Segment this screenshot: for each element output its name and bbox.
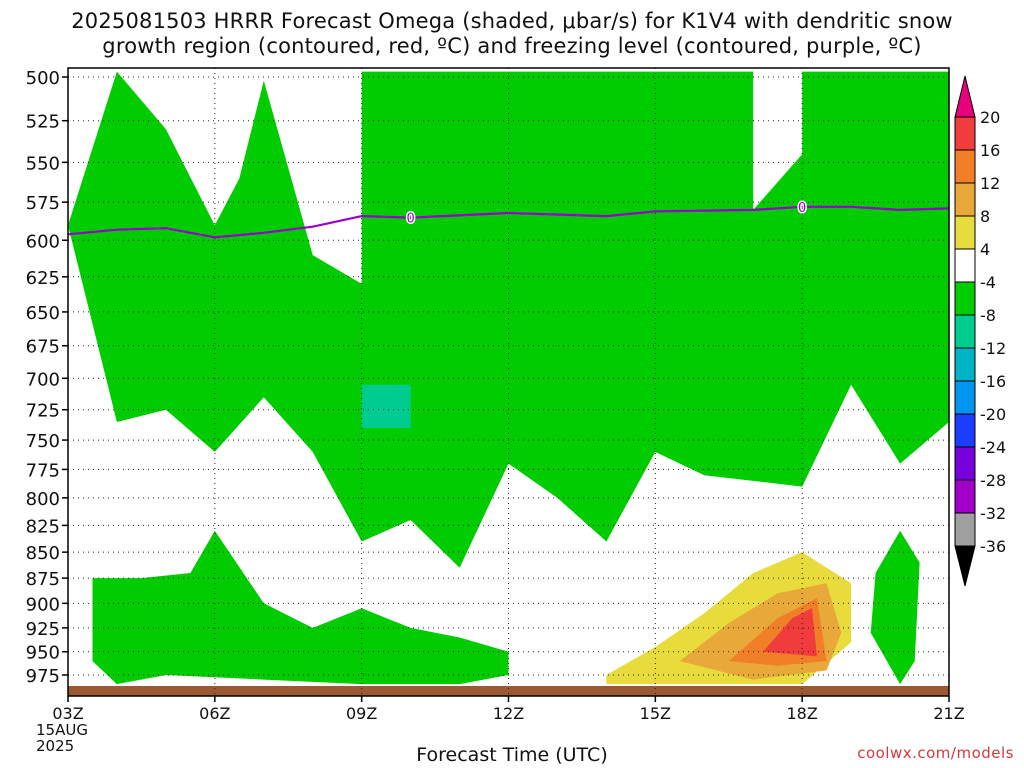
y-tick-label: 600 xyxy=(26,231,60,252)
y-tick-label: 575 xyxy=(26,193,60,214)
x-tick-label: 12Z xyxy=(493,704,524,723)
colorbar-bin xyxy=(954,281,976,316)
site-credit: coolwx.com/models xyxy=(857,744,1014,762)
start-date-day: 15AUG xyxy=(36,721,88,739)
freezing-level-label: 0 xyxy=(798,201,806,216)
colorbar-label: 8 xyxy=(980,207,990,226)
y-axis: 500 525 550 575 600 625 650 675 700 725 750 775 800 8… xyxy=(26,68,68,687)
x-axis-title: Forecast Time (UTC) xyxy=(416,744,608,766)
colorbar-label: -4 xyxy=(980,273,996,292)
colorbar-bin xyxy=(954,512,976,547)
y-tick-label: 550 xyxy=(26,153,60,174)
y-tick-label: 625 xyxy=(26,268,60,289)
colorbar-label: -36 xyxy=(980,537,1006,556)
freezing-level-line xyxy=(68,205,949,239)
y-tick-label: 650 xyxy=(26,303,60,324)
freezing-level-label: 0 xyxy=(406,212,414,227)
chart-title-line-2: growth region (contoured, red, ºC) and f… xyxy=(102,34,922,58)
y-tick-label: 750 xyxy=(26,431,60,452)
omega-region-7 xyxy=(870,530,920,685)
start-date-year: 2025 xyxy=(36,737,75,755)
x-tick-label: 09Z xyxy=(346,704,377,723)
y-tick-label: 525 xyxy=(26,112,60,133)
y-tick-label: 825 xyxy=(26,516,60,537)
colorbar-bin xyxy=(954,479,976,514)
y-tick-label: 800 xyxy=(26,489,60,510)
y-tick-label: 850 xyxy=(26,543,60,564)
y-tick-label: 700 xyxy=(26,369,60,390)
omega-region-1 xyxy=(361,384,411,428)
colorbar-label: 12 xyxy=(980,174,1000,193)
colorbar-label: 16 xyxy=(980,141,1000,160)
colorbar-bin xyxy=(954,413,976,448)
y-tick-label: 725 xyxy=(26,401,60,422)
colorbar-bin xyxy=(954,215,976,250)
ground-surface xyxy=(68,686,949,696)
colorbar-bin xyxy=(954,314,976,349)
y-tick-label: 950 xyxy=(26,643,60,664)
y-tick-label: 675 xyxy=(26,337,60,358)
colorbar-bin xyxy=(954,182,976,217)
colorbar-bin xyxy=(954,116,976,151)
colorbar-label: -20 xyxy=(980,405,1006,424)
grid-lines xyxy=(67,68,950,696)
colorbar-label: -28 xyxy=(980,471,1006,490)
chart-title-line-1: 2025081503 HRRR Forecast Omega (shaded, … xyxy=(71,9,953,33)
colorbar: 20 16 12 8 4 -4 -8 -12 -16 -20 -24 -28 -32 -36 xyxy=(954,75,1006,587)
colorbar-bin xyxy=(954,149,976,184)
colorbar-bin-top-arrow xyxy=(954,75,976,118)
y-tick-label: 925 xyxy=(26,619,60,640)
freezing-level-contour: 00 xyxy=(68,199,949,239)
y-tick-label: 775 xyxy=(26,460,60,481)
colorbar-label: 20 xyxy=(980,108,1000,127)
colorbar-label: -12 xyxy=(980,339,1006,358)
x-tick-label: 06Z xyxy=(199,704,230,723)
colorbar-bin xyxy=(954,248,976,283)
x-tick-label: 18Z xyxy=(787,704,818,723)
y-tick-label: 975 xyxy=(26,666,60,687)
x-tick-label: 03Z xyxy=(52,704,83,723)
colorbar-bin xyxy=(954,380,976,415)
omega-region-2 xyxy=(92,530,509,685)
colorbar-label: -32 xyxy=(980,504,1006,523)
omega-region-0 xyxy=(68,71,949,568)
colorbar-bin xyxy=(954,446,976,481)
y-tick-label: 875 xyxy=(26,569,60,590)
colorbar-label: -8 xyxy=(980,306,996,325)
colorbar-label: -16 xyxy=(980,372,1006,391)
colorbar-bin xyxy=(954,347,976,382)
x-axis: 03Z 06Z 09Z 12Z 15Z 18Z 21Z xyxy=(52,696,965,723)
colorbar-label: 4 xyxy=(980,240,990,259)
omega-region-6 xyxy=(763,608,817,657)
colorbar-label: -24 xyxy=(980,438,1006,457)
y-tick-label: 900 xyxy=(26,594,60,615)
x-tick-label: 21Z xyxy=(933,704,964,723)
x-tick-label: 15Z xyxy=(640,704,671,723)
y-tick-label: 500 xyxy=(26,68,60,89)
colorbar-bin-bottom-arrow xyxy=(954,545,976,587)
